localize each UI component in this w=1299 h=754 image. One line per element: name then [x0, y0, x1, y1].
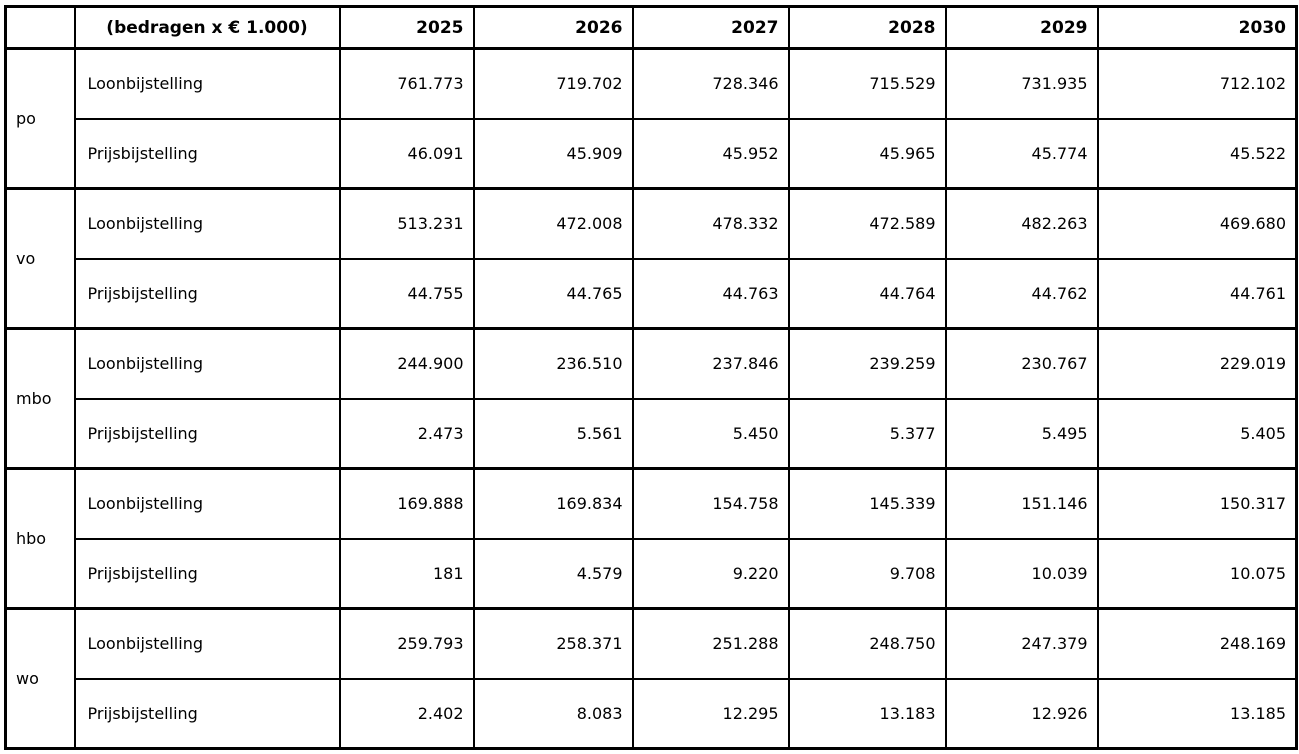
row-label: Loonbijstelling — [73, 607, 341, 680]
row-label: Loonbijstelling — [73, 187, 341, 260]
amount-cell: 10.075 — [1096, 537, 1298, 610]
amount-cell: 236.510 — [472, 327, 634, 400]
row-label: Loonbijstelling — [73, 47, 341, 120]
group-label-vo: vo — [4, 187, 76, 330]
amount-cell: 230.767 — [944, 327, 1099, 400]
amount-cell: 44.765 — [472, 257, 634, 330]
amount-cell: 469.680 — [1096, 187, 1298, 260]
amount-cell: 10.039 — [944, 537, 1099, 610]
amount-cell: 44.761 — [1096, 257, 1298, 330]
amount-cell: 482.263 — [944, 187, 1099, 260]
amount-cell: 5.377 — [787, 397, 947, 470]
table-row: Prijsbijstelling 2.402 8.083 12.295 13.1… — [6, 677, 1298, 750]
amount-cell: 728.346 — [631, 47, 790, 120]
table-row: mbo Loonbijstelling 244.900 236.510 237.… — [4, 327, 1298, 470]
amount-cell: 45.965 — [787, 117, 947, 190]
amount-cell: 9.220 — [631, 537, 790, 610]
amount-cell: 761.773 — [338, 47, 475, 120]
amount-cell: 44.755 — [338, 257, 475, 330]
row-label: Loonbijstelling — [73, 467, 341, 540]
row-label: Prijsbijstelling — [73, 257, 341, 330]
amount-cell: 13.185 — [1096, 677, 1298, 750]
amount-cell: 2.402 — [338, 677, 475, 750]
amount-cell: 12.295 — [631, 677, 790, 750]
amount-cell: 258.371 — [472, 607, 634, 680]
corner-cell — [4, 5, 76, 50]
amount-cell: 169.888 — [338, 467, 475, 540]
amount-cell: 731.935 — [944, 47, 1099, 120]
amount-cell: 9.708 — [787, 537, 947, 610]
amount-cell: 151.146 — [944, 467, 1099, 540]
group-label-po: po — [4, 47, 76, 190]
amount-cell: 45.522 — [1096, 117, 1298, 190]
table-row: hbo Loonbijstelling 169.888 169.834 154.… — [4, 467, 1298, 610]
amount-cell: 45.952 — [631, 117, 790, 190]
amount-cell: 513.231 — [338, 187, 475, 260]
amount-cell: 5.561 — [472, 397, 634, 470]
amount-cell: 247.379 — [944, 607, 1099, 680]
amount-cell: 5.405 — [1096, 397, 1298, 470]
year-header: 2028 — [787, 5, 947, 50]
row-label: Prijsbijstelling — [73, 537, 341, 610]
group-label-hbo: hbo — [4, 467, 76, 610]
amount-cell: 181 — [338, 537, 475, 610]
table-row: Prijsbijstelling 46.091 45.909 45.952 45… — [6, 117, 1298, 190]
amount-cell: 478.332 — [631, 187, 790, 260]
amount-cell: 472.589 — [787, 187, 947, 260]
amount-cell: 248.750 — [787, 607, 947, 680]
amount-cell: 154.758 — [631, 467, 790, 540]
amount-cell: 259.793 — [338, 607, 475, 680]
year-header: 2029 — [944, 5, 1099, 50]
year-header: 2027 — [631, 5, 790, 50]
table-row: Prijsbijstelling 44.755 44.765 44.763 44… — [6, 257, 1298, 330]
amount-cell: 13.183 — [787, 677, 947, 750]
amount-cell: 239.259 — [787, 327, 947, 400]
budget-adjustment-table: (bedragen x € 1.000) 2025 2026 2027 2028… — [4, 5, 1298, 750]
table-row: vo Loonbijstelling 513.231 472.008 478.3… — [4, 187, 1298, 330]
amount-cell: 719.702 — [472, 47, 634, 120]
table-row: po Loonbijstelling 761.773 719.702 728.3… — [4, 47, 1298, 190]
amount-cell: 237.846 — [631, 327, 790, 400]
amount-cell: 715.529 — [787, 47, 947, 120]
amount-cell: 8.083 — [472, 677, 634, 750]
year-header: 2030 — [1096, 5, 1298, 50]
header-row: (bedragen x € 1.000) 2025 2026 2027 2028… — [4, 5, 1298, 50]
amount-cell: 5.450 — [631, 397, 790, 470]
amount-cell: 5.495 — [944, 397, 1099, 470]
table-row: Prijsbijstelling 181 4.579 9.220 9.708 1… — [6, 537, 1298, 610]
group-label-mbo: mbo — [4, 327, 76, 470]
amount-cell: 12.926 — [944, 677, 1099, 750]
amount-cell: 2.473 — [338, 397, 475, 470]
row-label: Loonbijstelling — [73, 327, 341, 400]
amount-cell: 45.774 — [944, 117, 1099, 190]
amount-cell: 145.339 — [787, 467, 947, 540]
row-label: Prijsbijstelling — [73, 117, 341, 190]
year-header: 2025 — [338, 5, 475, 50]
table-row: wo Loonbijstelling 259.793 258.371 251.2… — [4, 607, 1298, 750]
amount-cell: 248.169 — [1096, 607, 1298, 680]
row-label: Prijsbijstelling — [73, 677, 341, 750]
amount-cell: 472.008 — [472, 187, 634, 260]
amount-cell: 44.763 — [631, 257, 790, 330]
amount-cell: 44.764 — [787, 257, 947, 330]
amount-cell: 44.762 — [944, 257, 1099, 330]
year-header: 2026 — [472, 5, 634, 50]
amount-cell: 251.288 — [631, 607, 790, 680]
amount-cell: 244.900 — [338, 327, 475, 400]
unit-header: (bedragen x € 1.000) — [73, 5, 341, 50]
amount-cell: 169.834 — [472, 467, 634, 540]
amount-cell: 712.102 — [1096, 47, 1298, 120]
amount-cell: 46.091 — [338, 117, 475, 190]
amount-cell: 45.909 — [472, 117, 634, 190]
amount-cell: 4.579 — [472, 537, 634, 610]
table-row: Prijsbijstelling 2.473 5.561 5.450 5.377… — [6, 397, 1298, 470]
row-label: Prijsbijstelling — [73, 397, 341, 470]
amount-cell: 150.317 — [1096, 467, 1298, 540]
group-label-wo: wo — [4, 607, 76, 750]
amount-cell: 229.019 — [1096, 327, 1298, 400]
